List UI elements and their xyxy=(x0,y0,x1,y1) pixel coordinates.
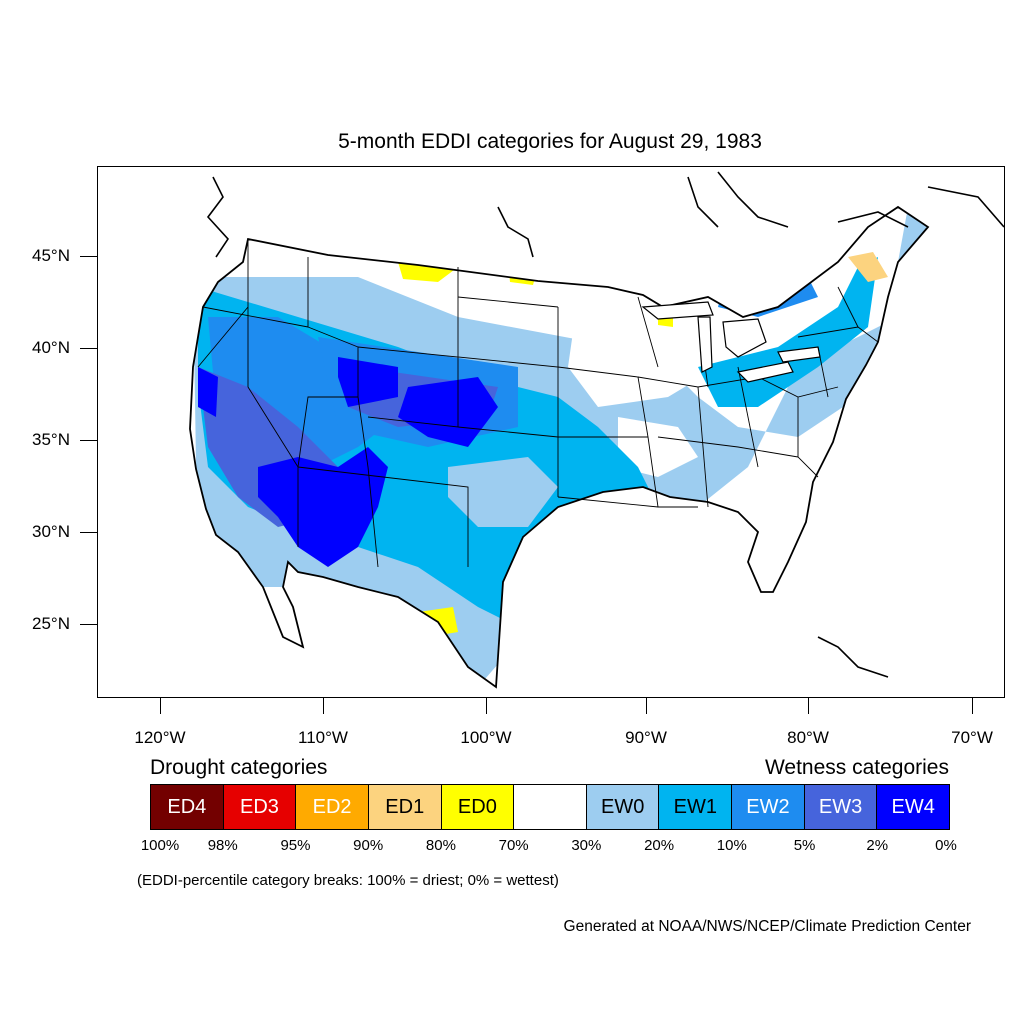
legend-box-ed3: ED3 xyxy=(223,785,297,829)
percentile-label: 100% xyxy=(140,837,180,854)
lon-label-120: 120°W xyxy=(134,728,186,747)
lat-label-35: 35°N xyxy=(32,430,70,449)
legend-box-ed4: ED4 xyxy=(151,785,224,829)
lon-label-70: 70°W xyxy=(951,728,993,747)
wetness-categories-title: Wetness categories xyxy=(764,756,949,779)
category-breaks-note: (EDDI-percentile category breaks: 100% =… xyxy=(137,872,559,889)
percentile-label: 98% xyxy=(207,837,238,854)
credit-line: Generated at NOAA/NWS/NCEP/Climate Predi… xyxy=(563,918,971,935)
lon-label-90: 90°W xyxy=(625,728,667,747)
lon-label-110: 110°W xyxy=(298,728,348,747)
legend-box-normal xyxy=(514,785,587,829)
percentile-label: 90% xyxy=(353,837,384,854)
percentile-label: 5% xyxy=(793,837,816,854)
percentile-label: 95% xyxy=(280,837,311,854)
percentile-label: 10% xyxy=(716,837,747,854)
lat-label-30: 30°N xyxy=(32,522,70,541)
legend-box-ew2: EW2 xyxy=(732,785,805,829)
legend-box-ew4: EW4 xyxy=(877,785,950,829)
category-legend: ED4 ED3 ED2 ED1 ED0 EW0 EW1 EW2 EW3 EW4 xyxy=(150,784,950,830)
drought-categories-title: Drought categories xyxy=(150,756,328,779)
eddi-map xyxy=(97,166,1005,698)
lon-label-80: 80°W xyxy=(787,728,829,747)
legend-box-ed2: ED2 xyxy=(296,785,369,829)
legend-box-ew3: EW3 xyxy=(804,785,878,829)
percentile-label: 30% xyxy=(571,837,602,854)
percentile-label: 20% xyxy=(644,837,675,854)
legend-box-ew0: EW0 xyxy=(586,785,660,829)
legend-box-ed1: ED1 xyxy=(368,785,442,829)
legend-box-ed0: ED0 xyxy=(441,785,515,829)
lat-label-40: 40°N xyxy=(32,338,70,357)
lat-label-25: 25°N xyxy=(32,614,70,633)
map-title: 5-month EDDI categories for August 29, 1… xyxy=(338,130,762,153)
lon-label-100: 100°W xyxy=(460,728,512,747)
percentile-label: 0% xyxy=(935,837,957,854)
percentile-label: 70% xyxy=(498,837,529,854)
percentile-label: 80% xyxy=(425,837,456,854)
percentile-label: 2% xyxy=(866,837,889,854)
legend-box-ew1: EW1 xyxy=(659,785,733,829)
lat-label-45: 45°N xyxy=(32,246,70,265)
